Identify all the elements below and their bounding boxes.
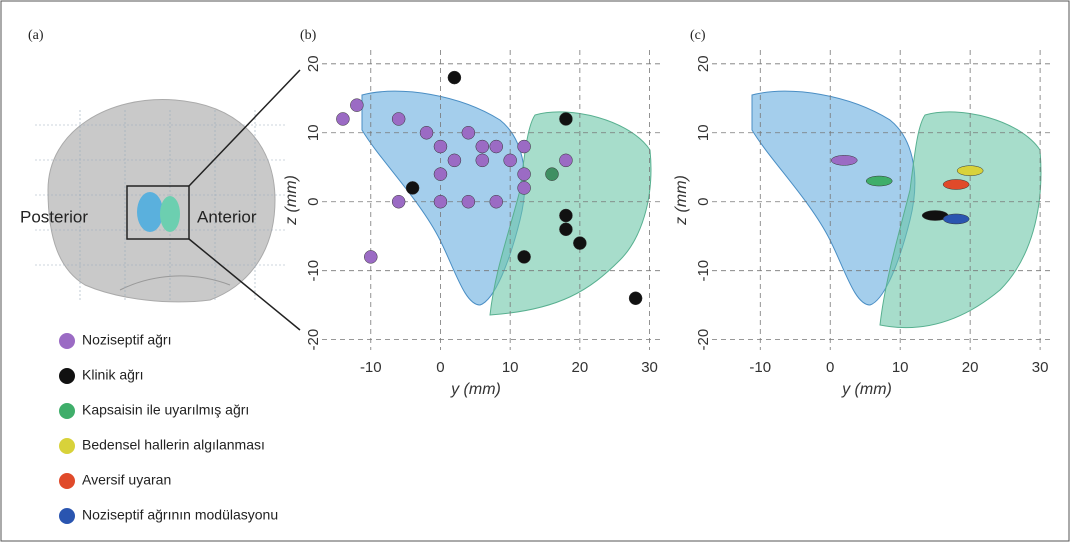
legend-swatch [59, 473, 75, 489]
point [475, 153, 490, 168]
legend-label: Klinik ağrı [82, 367, 143, 383]
x-tick-label: -10 [360, 359, 382, 376]
x-tick-label: 20 [572, 359, 589, 376]
y-axis-title: z (mm) [283, 175, 300, 226]
y-tick-label: -10 [695, 260, 712, 282]
x-tick-label: 30 [641, 359, 658, 376]
x-axis-title: y (mm) [841, 381, 892, 398]
posterior-label: Posterior [20, 207, 88, 226]
point [433, 167, 448, 181]
point [942, 179, 970, 190]
point [391, 194, 406, 209]
point [391, 112, 406, 126]
point [545, 167, 559, 181]
x-tick-label: 0 [436, 359, 444, 376]
y-tick-label: 20 [305, 55, 322, 72]
point [447, 70, 462, 85]
point [503, 153, 517, 168]
point [517, 181, 531, 195]
point [433, 194, 448, 209]
y-tick-label: 0 [305, 198, 322, 206]
point [956, 165, 984, 176]
point [517, 250, 531, 264]
panel-label: (c) [690, 28, 706, 43]
point [517, 167, 531, 181]
point [865, 175, 893, 187]
legend-label: Noziseptif ağrının modülasyonu [82, 507, 278, 523]
point [336, 112, 350, 126]
y-tick-label: -20 [695, 329, 712, 351]
y-tick-label: 20 [695, 55, 712, 72]
point [419, 126, 434, 140]
x-tick-label: 0 [826, 359, 834, 376]
point [461, 126, 476, 140]
point [559, 153, 573, 168]
legend-label: Aversif uyaran [82, 472, 171, 488]
point [628, 291, 643, 306]
y-axis-title: z (mm) [673, 175, 690, 226]
point [559, 112, 573, 126]
panel-label: (a) [28, 28, 44, 43]
panel-label: (b) [300, 28, 317, 43]
x-tick-label: 30 [1032, 359, 1049, 376]
brain-image [35, 69, 301, 331]
point [559, 208, 573, 223]
x-tick-label: -10 [749, 359, 771, 376]
point [433, 139, 448, 154]
point [942, 213, 970, 225]
point [461, 194, 476, 209]
point [489, 194, 503, 209]
point [475, 139, 490, 154]
y-tick-label: 0 [695, 198, 712, 206]
y-tick-label: 10 [305, 124, 322, 141]
x-axis-title: y (mm) [450, 381, 501, 398]
legend-swatch [59, 508, 75, 524]
anterior-label: Anterior [197, 207, 257, 226]
point [559, 222, 573, 237]
x-tick-label: 10 [892, 359, 909, 376]
y-tick-label: -10 [305, 260, 322, 282]
point [517, 139, 531, 154]
legend-label: Kapsaisin ile uyarılmış ağrı [82, 402, 249, 418]
legend-swatch [59, 333, 75, 349]
y-tick-label: -20 [305, 329, 322, 351]
legend-swatch [59, 403, 75, 419]
point [447, 153, 462, 168]
x-tick-label: 20 [962, 359, 979, 376]
point [489, 139, 503, 154]
point [830, 155, 858, 166]
point [573, 236, 587, 250]
point [364, 250, 378, 264]
legend-swatch [59, 438, 75, 454]
legend-swatch [59, 368, 75, 384]
point [350, 98, 364, 112]
x-tick-label: 10 [502, 359, 519, 376]
y-tick-label: 10 [695, 124, 712, 141]
legend-label: Noziseptif ağrı [82, 332, 171, 348]
point [405, 181, 420, 195]
legend-label: Bedensel hallerin algılanması [82, 437, 265, 453]
